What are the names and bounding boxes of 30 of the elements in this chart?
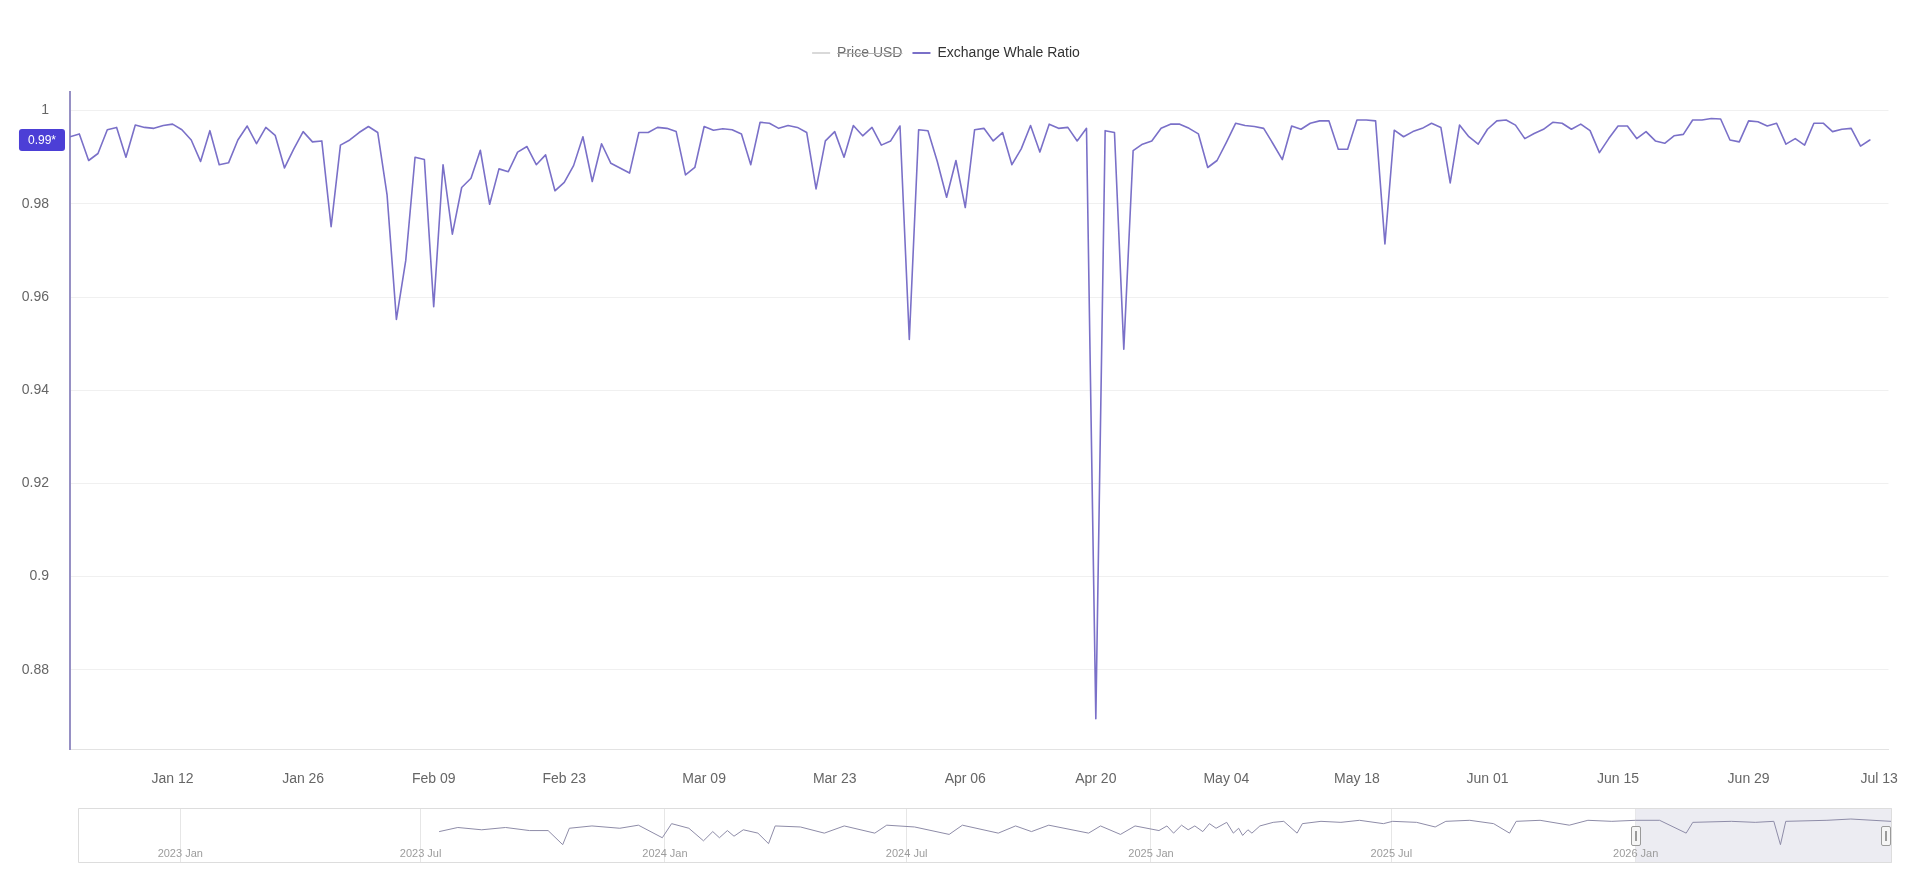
x-tick-label: May 18: [1333, 770, 1381, 787]
x-tick-label: Mar 09: [682, 770, 727, 787]
x-tick-label: 2025 Jan: [1128, 847, 1174, 860]
x-tick-label: Feb 09: [411, 770, 456, 787]
x-tick-label: Jun 01: [1466, 770, 1509, 787]
x-tick-label: 2024 Jul: [885, 847, 928, 860]
legend-label: Exchange Whale Ratio: [937, 43, 1081, 60]
y-tick-label: 1: [41, 101, 50, 118]
x-tick-label: Jul 13: [1860, 770, 1899, 787]
y-tick-label: 0.9: [29, 567, 50, 584]
y-tick-label: 0.96: [21, 287, 50, 304]
x-tick-label: 2024 Jan: [642, 847, 688, 860]
y-tick-label: 0.88: [21, 660, 50, 677]
x-tick-label: Apr 20: [1075, 770, 1117, 787]
x-tick-label: May 04: [1203, 770, 1250, 787]
x-tick-label: Jun 15: [1597, 770, 1640, 787]
x-tick-label: 2023 Jul: [399, 847, 442, 860]
x-tick-label: 2023 Jan: [157, 847, 203, 860]
x-tick-label: Apr 06: [944, 770, 987, 787]
y-tick-label: 0.92: [21, 474, 50, 491]
x-tick-label: Jun 29: [1727, 770, 1770, 787]
text: 0.99*: [27, 133, 57, 148]
y-tick-label: 0.98: [21, 194, 50, 211]
y-tick-label: 0.94: [21, 381, 50, 398]
x-tick-label: Feb 23: [542, 770, 587, 787]
x-tick-label: Jan 26: [282, 770, 325, 787]
x-tick-label: Mar 23: [812, 770, 857, 787]
x-tick-label: 2026 Jan: [1613, 847, 1659, 860]
x-tick-label: 2025 Jul: [1370, 847, 1413, 860]
x-tick-label: Jan 12: [151, 770, 194, 787]
